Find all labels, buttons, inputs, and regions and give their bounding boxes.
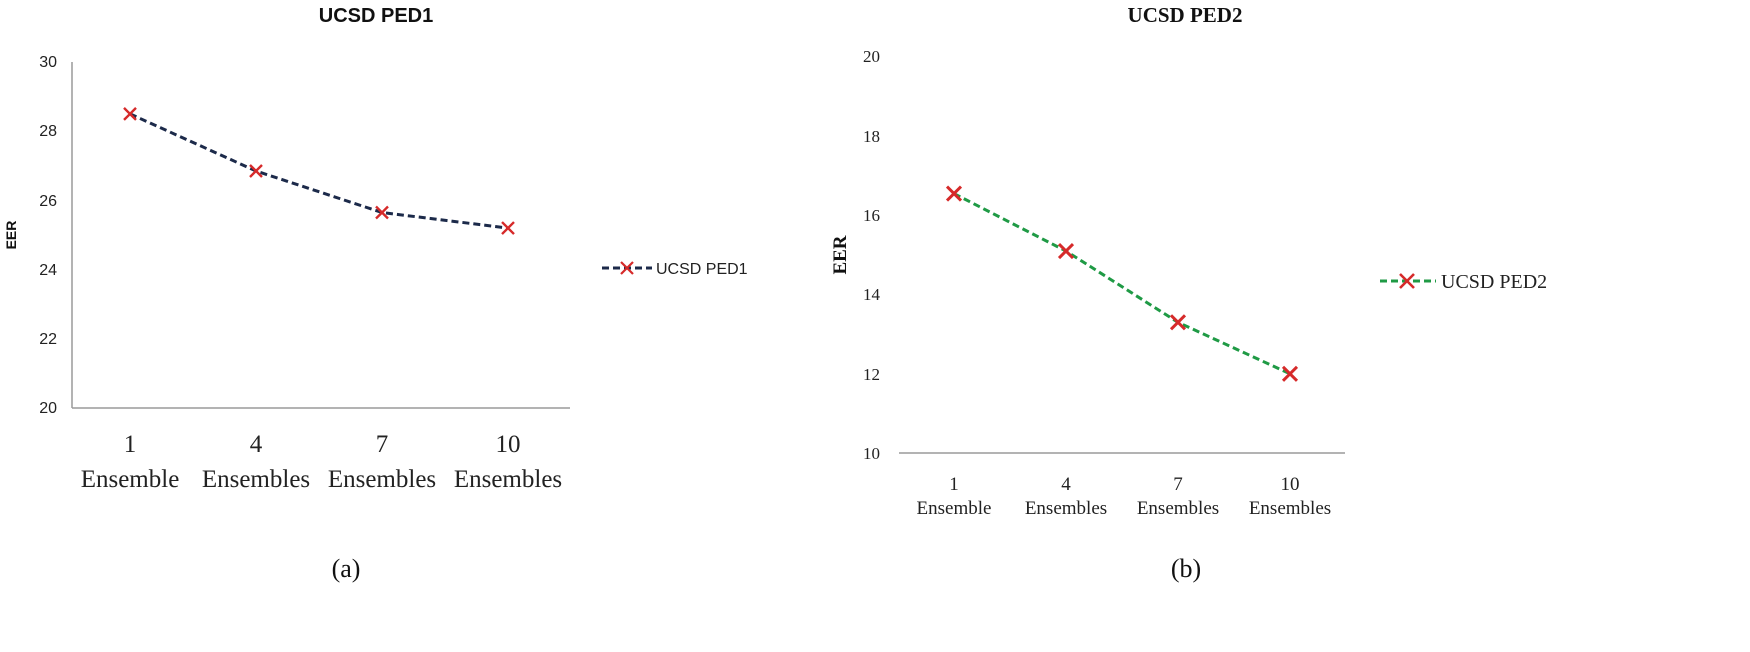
- chart-b-data-point: [1057, 242, 1075, 260]
- chart-a-xtick-num: 7: [376, 431, 389, 458]
- chart-a-data-point: [501, 221, 515, 235]
- chart-a-legend-marker: [620, 261, 634, 275]
- chart-a-ytick: 28: [39, 123, 57, 140]
- chart-b-ytick: 14: [863, 285, 881, 304]
- chart-b: UCSD PED2 10 12 14 16 18 20 EER 1 Ensemb…: [830, 3, 1547, 583]
- chart-a-legend: UCSD PED1: [602, 261, 748, 278]
- chart-b-ytick: 20: [863, 47, 880, 66]
- chart-a-ytick: 30: [39, 54, 57, 71]
- chart-a-series-line: [129, 112, 509, 230]
- chart-a-data-point: [123, 107, 137, 121]
- chart-a-xtick-num: 1: [124, 431, 137, 458]
- chart-b-ytick: 10: [863, 444, 880, 463]
- chart-b-title: UCSD PED2: [1128, 3, 1243, 27]
- chart-a-ytick: 22: [39, 331, 57, 348]
- chart-b-y-label: EER: [830, 235, 851, 274]
- chart-b-xtick-word: Ensembles: [1025, 498, 1107, 519]
- chart-b-data-point: [945, 185, 963, 202]
- chart-a-xtick-num: 10: [496, 431, 521, 458]
- chart-b-series-line: [953, 192, 1291, 376]
- chart-a-xtick-word: Ensembles: [328, 466, 436, 493]
- chart-b-ytick: 16: [863, 206, 880, 225]
- chart-a-legend-label: UCSD PED1: [656, 261, 748, 278]
- chart-a-title: UCSD PED1: [319, 5, 433, 27]
- chart-a-xtick-word: Ensembles: [202, 466, 310, 493]
- chart-b-data-point: [1169, 314, 1187, 331]
- chart-b-ytick: 12: [863, 365, 880, 384]
- chart-a-data-point: [375, 205, 389, 220]
- chart-a-xtick-word: Ensemble: [81, 466, 180, 493]
- chart-a-xtick-word: Ensembles: [454, 466, 562, 493]
- chart-b-xtick-num: 10: [1281, 474, 1300, 495]
- chart-b-series: [945, 185, 1299, 382]
- chart-b-legend-label: UCSD PED2: [1441, 271, 1547, 293]
- chart-b-ytick: 18: [863, 127, 880, 146]
- chart-b-legend: UCSD PED2: [1380, 271, 1547, 293]
- chart-b-legend-marker: [1399, 273, 1415, 289]
- chart-a-data-point: [249, 164, 263, 178]
- chart-a-ytick: 24: [39, 262, 57, 279]
- chart-a-caption: (a): [332, 554, 361, 583]
- chart-b-xtick-num: 7: [1173, 474, 1183, 495]
- chart-a-ytick: 26: [39, 193, 57, 210]
- chart-b-xtick-num: 1: [949, 474, 959, 495]
- chart-a-xtick-num: 4: [250, 431, 263, 458]
- chart-b-xtick-num: 4: [1061, 474, 1071, 495]
- chart-a-series: [123, 107, 515, 235]
- chart-b-data-point: [1281, 365, 1299, 382]
- chart-b-xtick-word: Ensembles: [1249, 498, 1331, 519]
- chart-a-ytick: 20: [39, 400, 57, 417]
- chart-b-xtick-word: Ensembles: [1137, 498, 1219, 519]
- chart-a: UCSD PED1 20 22 24 26 28 30 EER 1 Ensemb…: [3, 5, 748, 583]
- chart-a-y-label: EER: [3, 221, 19, 250]
- chart-b-caption: (b): [1171, 554, 1201, 583]
- chart-b-xtick-word: Ensemble: [917, 498, 992, 519]
